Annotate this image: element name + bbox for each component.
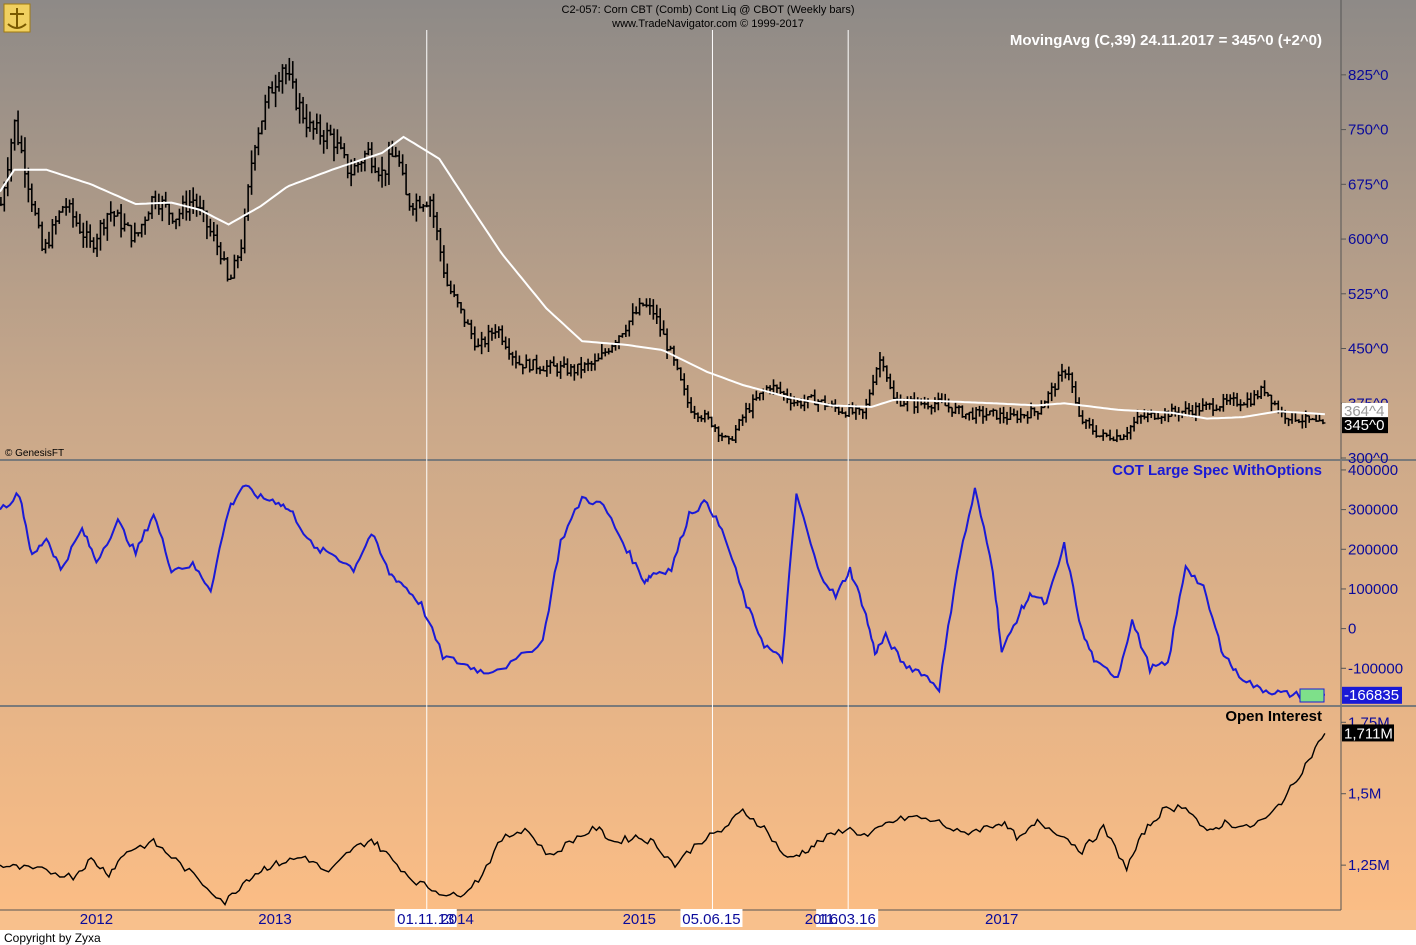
vline-label-bg <box>680 909 743 927</box>
year-label-2015: 2015 <box>623 911 656 928</box>
open-interest-line <box>0 733 1326 906</box>
y-axes: 825^0750^0675^0600^0525^0450^0375^0300^0… <box>1341 67 1403 874</box>
cot-last-value-label: -166835 <box>1344 687 1399 704</box>
cot-tick-label: 0 <box>1348 621 1356 638</box>
price-marker-bg <box>1342 417 1388 434</box>
year-label-2014: 2014 <box>440 911 473 928</box>
price-tick-label: 450^0 <box>1348 341 1388 358</box>
year-label-2013: 2013 <box>258 911 291 928</box>
cot-last-value-bg <box>1342 686 1402 704</box>
oi-tick-label: 1,25M <box>1348 857 1390 874</box>
cot-tick-label: 200000 <box>1348 541 1398 558</box>
moving-average-annotation: MovingAvg (C,39) 24.11.2017 = 345^0 (+2^… <box>1010 32 1322 49</box>
cot-large-spec-line <box>0 484 1325 700</box>
price-tick-label: 525^0 <box>1348 286 1388 303</box>
oi-panel-title: Open Interest <box>1225 708 1322 725</box>
price-tick-label: 675^0 <box>1348 176 1388 193</box>
vertical-markers <box>426 30 849 910</box>
price-bar <box>1320 419 1326 425</box>
moving-average-line <box>0 135 1325 420</box>
year-label-2016: 2016 <box>805 911 838 928</box>
oi-last-value-bg <box>1342 724 1394 742</box>
copyright: Copyright by Zyxa <box>4 931 101 945</box>
vline-label: 11.03.16 <box>819 911 876 928</box>
genesis-credit: © GenesisFT <box>5 448 64 459</box>
cot-tick-label: 400000 <box>1348 462 1398 479</box>
plot-background <box>0 0 1341 910</box>
price-tick-label: 300^0 <box>1348 450 1388 467</box>
vline-label: 01.11.13 <box>397 911 454 928</box>
price-marker-label: 345^0 <box>1344 417 1384 434</box>
year-label-2017: 2017 <box>985 911 1018 928</box>
cot-panel-title: COT Large Spec WithOptions <box>1112 462 1322 479</box>
cot-tick-label: 100000 <box>1348 581 1398 598</box>
vline-label-bg <box>816 909 879 927</box>
cot-tick-label: -100000 <box>1348 660 1403 677</box>
cot-tick-label: 300000 <box>1348 502 1398 519</box>
price-tick-label: 600^0 <box>1348 231 1388 248</box>
axis-background <box>1341 0 1416 910</box>
oi-tick-label: 1,5M <box>1348 786 1381 803</box>
price-marker-bg <box>1342 402 1388 419</box>
price-tick-label: 750^0 <box>1348 122 1388 139</box>
price-tick-label: 825^0 <box>1348 67 1388 84</box>
header-line-2: www.TradeNavigator.com © 1999-2017 <box>611 18 804 30</box>
vline-label-bg <box>394 909 457 927</box>
tradenavigator-logo <box>3 3 31 33</box>
year-label-2012: 2012 <box>80 911 113 928</box>
oi-last-value-label: 1,711M <box>1344 725 1393 742</box>
price-bars <box>0 57 1326 445</box>
vline-label: 05.06.15 <box>682 911 740 928</box>
header-line-1: C2-057: Corn CBT (Comb) Cont Liq @ CBOT … <box>562 4 855 16</box>
cot-last-value-box <box>1299 688 1325 703</box>
price-marker-label: 364^4 <box>1344 403 1384 420</box>
footer-background <box>0 930 1416 945</box>
x-axis: 01.11.13 05.06.15 11.03.16 2012 2013 2014 2015… <box>80 909 1018 928</box>
